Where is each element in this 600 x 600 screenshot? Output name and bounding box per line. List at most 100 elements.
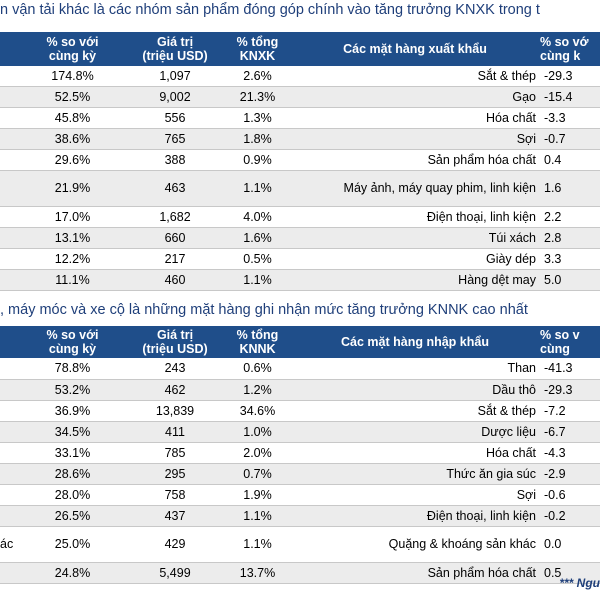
header-value: Giá trị (triệu USD) bbox=[125, 32, 225, 66]
source-footnote: *** Ngu bbox=[559, 576, 600, 590]
row-pct-yoy: 52.5% bbox=[20, 86, 125, 108]
row-pct-yoy-right: -29.3 bbox=[540, 66, 600, 87]
table-row: 21.9% 463 1.1% Máy ảnh, máy quay phim, linh… bbox=[0, 170, 600, 207]
row-value: 660 bbox=[125, 227, 225, 249]
row-pct-yoy: 11.1% bbox=[20, 269, 125, 291]
row-left-fragment bbox=[0, 484, 20, 506]
row-pct-yoy-right: 0.4 bbox=[540, 149, 600, 171]
row-pct-yoy: 174.8% bbox=[20, 66, 125, 87]
table-row: 26.5% 437 1.1% Điện thoại, linh kiện -0.2 bbox=[0, 505, 600, 527]
row-value: 5,499 bbox=[125, 562, 225, 584]
row-left-fragment bbox=[0, 400, 20, 422]
row-value: 243 bbox=[125, 358, 225, 380]
row-pct-yoy: 78.8% bbox=[20, 358, 125, 380]
row-left-fragment bbox=[0, 227, 20, 249]
row-value: 437 bbox=[125, 505, 225, 527]
row-pct-total: 1.1% bbox=[225, 269, 290, 291]
row-item-name: Dầu thô bbox=[290, 379, 540, 401]
row-pct-yoy-right: -41.3 bbox=[540, 358, 600, 380]
row-pct-yoy: 21.9% bbox=[20, 170, 125, 207]
row-item-name: Sợi bbox=[290, 484, 540, 506]
row-pct-yoy: 28.0% bbox=[20, 484, 125, 506]
table-row: 17.0% 1,682 4.0% Điện thoại, linh kiện 2.2 bbox=[0, 206, 600, 228]
row-pct-yoy: 45.8% bbox=[20, 107, 125, 129]
table-row: 28.6% 295 0.7% Thức ăn gia súc -2.9 bbox=[0, 463, 600, 485]
row-left-fragment bbox=[0, 149, 20, 171]
row-value: 217 bbox=[125, 248, 225, 270]
row-pct-yoy-right: 0.5 bbox=[540, 562, 600, 584]
table-row: 13.1% 660 1.6% Túi xách 2.8 bbox=[0, 227, 600, 249]
row-pct-yoy-right: 2.2 bbox=[540, 206, 600, 228]
row-value: 295 bbox=[125, 463, 225, 485]
row-left-fragment bbox=[0, 128, 20, 150]
row-pct-total: 13.7% bbox=[225, 562, 290, 584]
row-item-name: Than bbox=[290, 358, 540, 380]
row-item-name: Sợi bbox=[290, 128, 540, 150]
row-item-name: Túi xách bbox=[290, 227, 540, 249]
row-left-fragment bbox=[0, 463, 20, 485]
header-pct-total: % tổng KNNK bbox=[225, 326, 290, 358]
row-left-fragment bbox=[0, 107, 20, 129]
row-item-name: Hóa chất bbox=[290, 442, 540, 464]
row-pct-yoy-right: -2.9 bbox=[540, 463, 600, 485]
row-value: 9,002 bbox=[125, 86, 225, 108]
row-pct-total: 1.3% bbox=[225, 107, 290, 129]
header-pct-yoy-right: % so vớ cùng k bbox=[540, 32, 600, 66]
row-item-name: Dược liệu bbox=[290, 421, 540, 443]
table-row: 174.8% 1,097 2.6% Sắt & thép -29.3 bbox=[0, 66, 600, 87]
table-row: 78.8% 243 0.6% Than -41.3 bbox=[0, 358, 600, 380]
row-pct-yoy: 28.6% bbox=[20, 463, 125, 485]
row-left-fragment bbox=[0, 206, 20, 228]
row-pct-total: 1.2% bbox=[225, 379, 290, 401]
row-value: 462 bbox=[125, 379, 225, 401]
table-row: 28.0% 758 1.9% Sợi -0.6 bbox=[0, 484, 600, 506]
row-pct-yoy: 26.5% bbox=[20, 505, 125, 527]
row-left-fragment bbox=[0, 505, 20, 527]
row-value: 556 bbox=[125, 107, 225, 129]
table-row: 34.5% 411 1.0% Dược liệu -6.7 bbox=[0, 421, 600, 443]
row-pct-yoy-right: -29.3 bbox=[540, 379, 600, 401]
row-pct-yoy: 25.0% bbox=[20, 526, 125, 563]
row-value: 1,097 bbox=[125, 66, 225, 87]
header-blank bbox=[0, 32, 20, 66]
row-item-name: Sắt & thép bbox=[290, 400, 540, 422]
header-pct-yoy: % so với cùng kỳ bbox=[20, 32, 125, 66]
row-value: 429 bbox=[125, 526, 225, 563]
row-pct-total: 1.6% bbox=[225, 227, 290, 249]
export-table: % so với cùng kỳ Giá trị (triệu USD) % t… bbox=[0, 32, 600, 291]
row-item-name: Hàng dệt may bbox=[290, 269, 540, 291]
table-row: 52.5% 9,002 21.3% Gạo -15.4 bbox=[0, 86, 600, 108]
row-value: 411 bbox=[125, 421, 225, 443]
row-pct-total: 2.0% bbox=[225, 442, 290, 464]
table-row: 12.2% 217 0.5% Giày dép 3.3 bbox=[0, 248, 600, 270]
row-pct-yoy: 29.6% bbox=[20, 149, 125, 171]
table-row: 53.2% 462 1.2% Dầu thô -29.3 bbox=[0, 379, 600, 401]
row-left-fragment bbox=[0, 248, 20, 270]
row-item-name: Hóa chất bbox=[290, 107, 540, 129]
row-left-fragment bbox=[0, 86, 20, 108]
row-value: 463 bbox=[125, 170, 225, 207]
row-pct-yoy: 24.8% bbox=[20, 562, 125, 584]
row-pct-yoy: 53.2% bbox=[20, 379, 125, 401]
row-pct-yoy-right: -3.3 bbox=[540, 107, 600, 129]
export-section-title: n vận tải khác là các nhóm sản phẩm đóng… bbox=[0, 2, 540, 18]
row-pct-yoy: 34.5% bbox=[20, 421, 125, 443]
row-item-name: Giày dép bbox=[290, 248, 540, 270]
row-pct-yoy: 12.2% bbox=[20, 248, 125, 270]
row-pct-yoy-right: -0.2 bbox=[540, 505, 600, 527]
row-value: 765 bbox=[125, 128, 225, 150]
row-pct-total: 0.6% bbox=[225, 358, 290, 380]
header-pct-total: % tổng KNXK bbox=[225, 32, 290, 66]
table-row: 45.8% 556 1.3% Hóa chất -3.3 bbox=[0, 107, 600, 129]
row-pct-yoy-right: 2.8 bbox=[540, 227, 600, 249]
header-item: Các mặt hàng xuất khẩu bbox=[290, 32, 540, 66]
row-pct-yoy-right: 3.3 bbox=[540, 248, 600, 270]
row-pct-yoy-right: -0.7 bbox=[540, 128, 600, 150]
table-row: ác 25.0% 429 1.1% Quặng & khoáng sản khác 0.0 bbox=[0, 526, 600, 563]
row-item-name: Gạo bbox=[290, 86, 540, 108]
row-value: 785 bbox=[125, 442, 225, 464]
row-pct-yoy: 13.1% bbox=[20, 227, 125, 249]
row-left-fragment: ác bbox=[0, 526, 20, 563]
row-pct-yoy-right: -4.3 bbox=[540, 442, 600, 464]
row-pct-yoy-right: -0.6 bbox=[540, 484, 600, 506]
